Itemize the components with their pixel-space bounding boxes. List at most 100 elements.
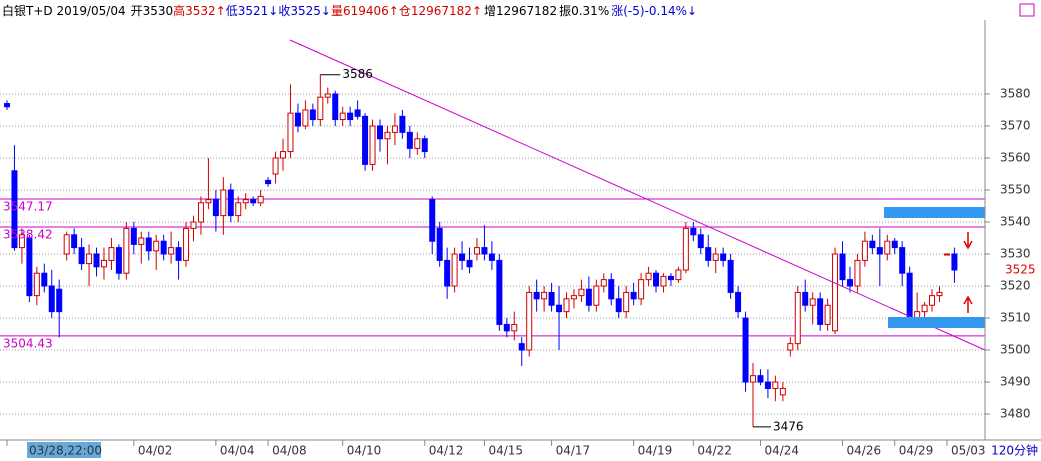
cursor-label-box [27, 442, 101, 458]
candle-body [854, 259, 861, 287]
candle-body [354, 109, 361, 117]
candle-body [190, 221, 197, 229]
x-tick-label: 04/02 [138, 444, 173, 458]
y-tick-label: 3540 [1000, 214, 1031, 228]
candle-body [675, 269, 682, 281]
candle-body [339, 112, 346, 121]
y-tick-label: 3500 [1000, 343, 1031, 357]
header-item: 振0.31% [559, 4, 609, 18]
candle-body [891, 240, 898, 249]
candle-body [645, 272, 652, 281]
y-tick-label: 3490 [1000, 375, 1031, 389]
candle-body [503, 323, 510, 332]
candle-body [220, 189, 227, 217]
candle-body [108, 247, 115, 261]
candle-body [772, 381, 779, 389]
header-item: 高3532↑ [173, 3, 226, 18]
candle-body [63, 234, 70, 255]
candle-body [757, 375, 764, 383]
x-tick-label: 04/26 [847, 444, 882, 458]
level-label: 3547.17 [3, 200, 53, 214]
candle-body [242, 199, 249, 204]
candle-body [11, 170, 18, 249]
header-item: 量619406↑ [331, 4, 399, 18]
candle-body [399, 115, 406, 133]
candle-body [623, 291, 630, 313]
candle-body [362, 115, 369, 165]
y-tick-label: 3480 [1000, 407, 1031, 421]
candle-body [705, 247, 712, 261]
candle-body [33, 272, 40, 297]
trend-line [289, 39, 986, 351]
x-tick-label: 04/04 [220, 444, 255, 458]
candle-body [41, 272, 48, 287]
candle-body [511, 323, 518, 332]
candle-body [846, 279, 853, 287]
candle-body [578, 288, 585, 297]
candle-body [884, 240, 891, 255]
candle-body [593, 285, 600, 306]
candle-body [861, 240, 868, 261]
window-button[interactable] [1019, 3, 1035, 17]
header-item: 仓12967182↑ [399, 4, 482, 18]
candle-body [720, 253, 727, 261]
candle-body [391, 125, 398, 133]
candle-body [451, 253, 458, 287]
candle-body [735, 291, 742, 313]
candle-body [459, 253, 466, 261]
candle-body [160, 240, 167, 255]
candle-body [138, 237, 145, 245]
candle-body [115, 247, 122, 274]
candle-body [667, 275, 674, 281]
level-label: 3538.42 [3, 228, 53, 242]
candle-body [638, 279, 645, 300]
high-label: 3586 [342, 67, 373, 81]
candle-body [384, 131, 391, 140]
x-tick-label: 04/12 [429, 444, 464, 458]
candle-body [906, 272, 913, 319]
candle-body [787, 343, 794, 351]
candle-body [429, 199, 436, 242]
candle-body [496, 259, 503, 325]
last-price-label: 3525 [1005, 263, 1036, 277]
candle-body [570, 295, 577, 300]
candle-body [466, 259, 473, 268]
candle-body [100, 259, 107, 268]
candle-body [563, 298, 570, 313]
candle-body [130, 227, 137, 245]
y-tick-label: 3580 [1000, 86, 1031, 100]
candle-body [71, 234, 78, 249]
candle-body [697, 234, 704, 249]
candle-body [556, 304, 563, 313]
header-item: 白银T+D 2019/05/04 [2, 3, 126, 18]
candle-body [951, 253, 958, 271]
candle-body [369, 125, 376, 165]
candle-body [145, 237, 152, 252]
period-label: 120分钟 [991, 443, 1038, 458]
candle-body [205, 199, 212, 204]
header-item: 涨(-5)-0.14%↓ [611, 3, 697, 18]
candle-body [750, 375, 756, 383]
candle-body [280, 151, 287, 159]
down-arrow [963, 232, 973, 250]
candle-body [832, 253, 839, 332]
header-item: 低3521↓ [226, 4, 279, 18]
x-tick-label: 04/24 [764, 444, 799, 458]
candle-body [682, 227, 689, 271]
candle-body [481, 247, 488, 255]
candle-body [332, 93, 339, 121]
candle-body [4, 103, 10, 108]
candle-body [272, 157, 279, 175]
level-label: 3504.43 [3, 336, 53, 350]
candle-body [548, 291, 555, 306]
candle-body [876, 247, 883, 255]
candle-body [608, 279, 615, 300]
header-item: 增12967182 [484, 4, 557, 18]
candle-body [921, 304, 928, 313]
candle-body [794, 291, 801, 345]
candle-body [929, 295, 936, 306]
candle-body [86, 253, 93, 265]
y-tick-label: 3520 [1000, 279, 1031, 293]
candle-body [817, 298, 824, 325]
